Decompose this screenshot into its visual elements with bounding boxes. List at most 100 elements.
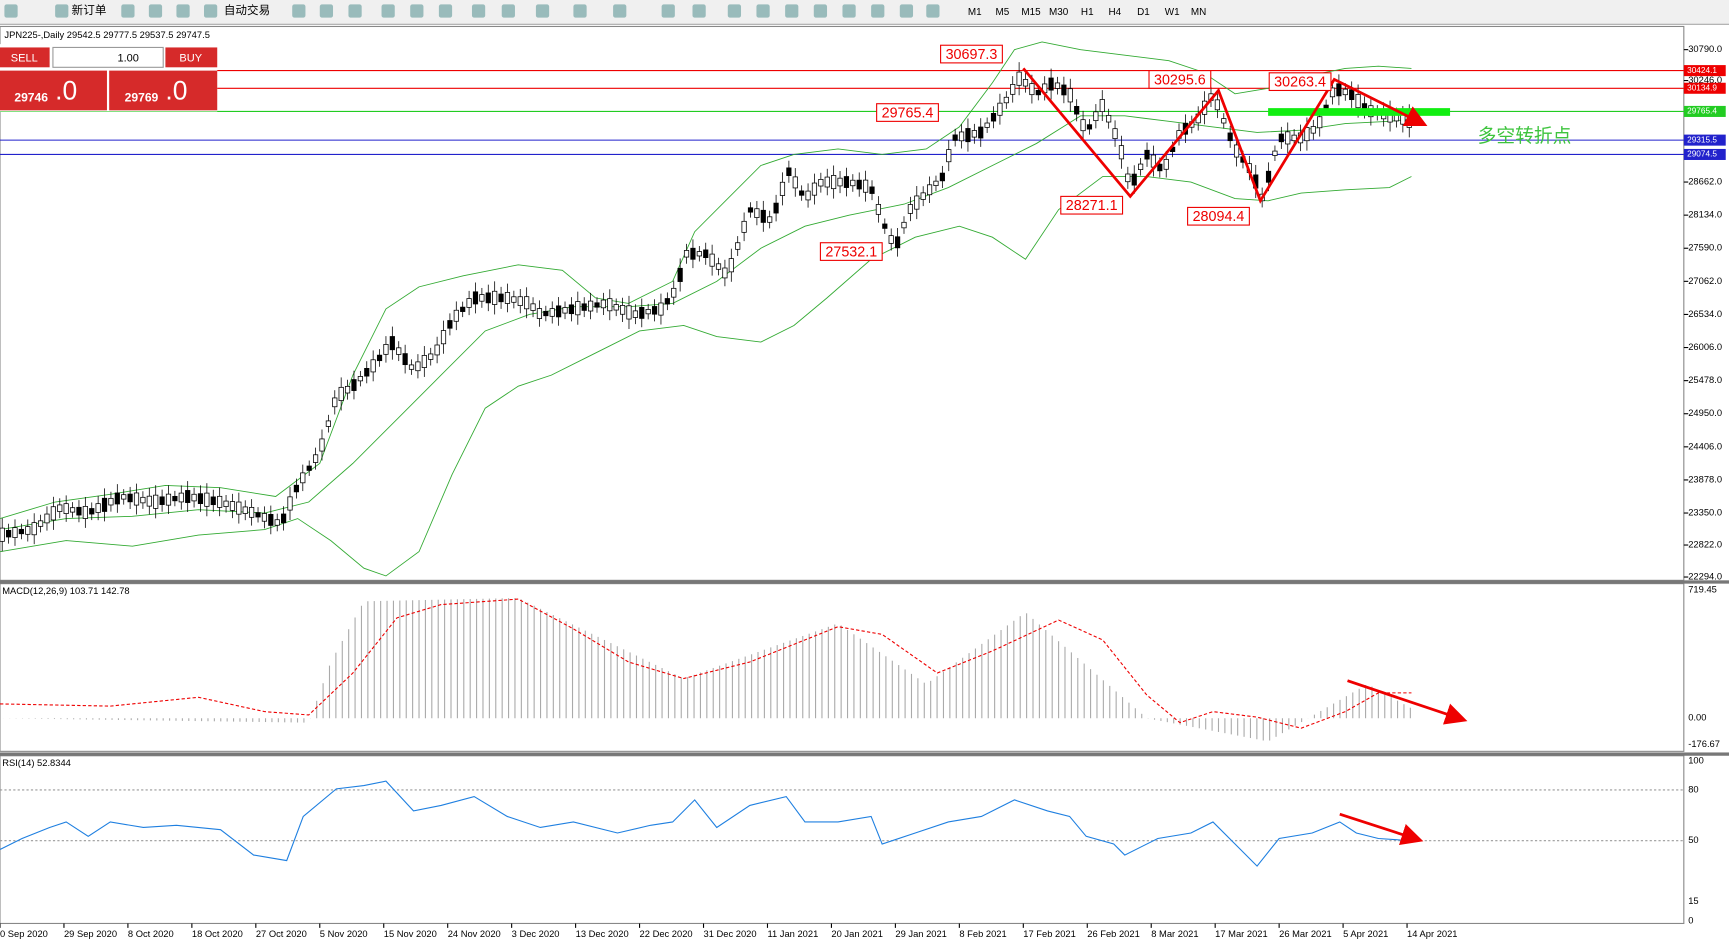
timeframe[interactable]: MN bbox=[1191, 7, 1206, 18]
timeframe[interactable]: M5 bbox=[995, 7, 1009, 18]
ask-box[interactable] bbox=[109, 70, 218, 111]
tool-icon bbox=[348, 4, 362, 18]
candle bbox=[101, 497, 108, 512]
candle bbox=[498, 293, 504, 303]
candle bbox=[818, 179, 824, 187]
candle bbox=[1118, 145, 1125, 160]
annotation-box bbox=[1148, 70, 1212, 89]
level-tag bbox=[1683, 65, 1726, 77]
candle bbox=[1304, 127, 1310, 142]
candle bbox=[325, 420, 331, 427]
date-label: 5 Nov 2020 bbox=[320, 929, 368, 939]
candle bbox=[249, 507, 255, 518]
toolbar-button: 自动交易 bbox=[224, 3, 270, 17]
candle bbox=[703, 249, 709, 259]
price-tick-label: 24406.0 bbox=[1688, 441, 1722, 451]
candle bbox=[76, 506, 82, 516]
bid-box[interactable] bbox=[0, 70, 107, 111]
date-label: 26 Mar 2021 bbox=[1279, 929, 1332, 939]
candle bbox=[607, 298, 613, 312]
candle bbox=[453, 309, 459, 322]
timeframe[interactable]: M15 bbox=[1021, 7, 1041, 18]
candle bbox=[933, 180, 939, 186]
symbol-info: JPN225-,Daily 29542.5 29777.5 29537.5 29… bbox=[4, 30, 209, 40]
candle bbox=[1317, 116, 1323, 129]
macd-axis-label: 719.45 bbox=[1688, 585, 1717, 595]
candle bbox=[268, 514, 274, 526]
volume-box[interactable] bbox=[52, 46, 164, 68]
price-tick-label: 26006.0 bbox=[1688, 342, 1722, 352]
date-label: 13 Dec 2020 bbox=[576, 929, 629, 939]
tool-icon bbox=[319, 4, 334, 18]
candle bbox=[1221, 118, 1227, 124]
tool-icon bbox=[899, 4, 914, 18]
candle bbox=[1022, 79, 1029, 87]
candle bbox=[204, 492, 210, 507]
candle bbox=[939, 172, 945, 182]
ask-small: .0 bbox=[165, 76, 187, 106]
candle bbox=[127, 493, 133, 503]
candle bbox=[0, 527, 5, 542]
candle bbox=[1099, 99, 1105, 113]
macd-panel bbox=[0, 583, 1685, 752]
timeframe[interactable]: M1 bbox=[968, 7, 982, 18]
tool-icon bbox=[727, 4, 742, 18]
candle bbox=[888, 235, 894, 244]
price-tick-label: 28134.0 bbox=[1688, 210, 1722, 220]
candle bbox=[850, 179, 856, 187]
candle bbox=[958, 131, 965, 142]
bollinger-band bbox=[0, 176, 1412, 577]
sell-button[interactable] bbox=[0, 47, 50, 68]
timeframe[interactable]: H1 bbox=[1081, 7, 1094, 18]
date-label: 29 Sep 2020 bbox=[64, 929, 117, 939]
candle bbox=[741, 220, 747, 233]
candle bbox=[639, 306, 645, 319]
price-tick-label: 22822.0 bbox=[1688, 539, 1722, 549]
rsi-label: RSI(14) 52.8344 bbox=[2, 758, 71, 768]
candle bbox=[524, 296, 530, 310]
tool-icon bbox=[4, 4, 18, 18]
tool-icon bbox=[501, 4, 515, 18]
bid-small: .0 bbox=[55, 76, 77, 106]
buy-button[interactable] bbox=[165, 47, 218, 68]
candle bbox=[997, 102, 1003, 116]
candle bbox=[536, 308, 543, 319]
candle bbox=[1227, 132, 1233, 142]
level-label: 29315.5 bbox=[1687, 135, 1717, 144]
date-label: 8 Oct 2020 bbox=[128, 929, 174, 939]
candle bbox=[357, 376, 363, 382]
date-label: 17 Mar 2021 bbox=[1215, 929, 1268, 939]
candle bbox=[511, 296, 517, 303]
candle bbox=[1086, 124, 1093, 130]
candle bbox=[159, 496, 165, 505]
tool-icon bbox=[661, 4, 675, 18]
candle bbox=[690, 247, 696, 260]
candle bbox=[773, 202, 779, 214]
candle bbox=[1074, 106, 1080, 115]
timeframe[interactable]: D1 bbox=[1137, 7, 1150, 18]
zigzag bbox=[1022, 67, 1428, 204]
date-label: 17 Feb 2021 bbox=[1023, 929, 1076, 939]
tool-icon bbox=[535, 4, 550, 18]
splitter bbox=[0, 580, 1729, 584]
candle bbox=[121, 494, 127, 500]
note: 多空转折点 bbox=[1478, 125, 1572, 146]
price-tick-label: 25478.0 bbox=[1688, 375, 1722, 385]
candle bbox=[95, 503, 101, 513]
timeframe[interactable]: H4 bbox=[1108, 7, 1121, 18]
annotation-box bbox=[940, 44, 1003, 64]
candle bbox=[1010, 84, 1016, 95]
candle bbox=[1214, 99, 1220, 111]
tool-icon bbox=[842, 4, 856, 18]
timeframe[interactable]: M30 bbox=[1049, 7, 1069, 18]
candle bbox=[165, 493, 172, 506]
candle bbox=[671, 287, 677, 298]
candle bbox=[376, 354, 383, 362]
macd-label: MACD(12,26,9) 103.71 142.78 bbox=[2, 586, 129, 596]
candle bbox=[722, 267, 728, 279]
timeframe[interactable]: W1 bbox=[1165, 7, 1180, 18]
candle bbox=[1233, 144, 1240, 158]
candle bbox=[875, 204, 882, 215]
candle bbox=[594, 302, 600, 308]
